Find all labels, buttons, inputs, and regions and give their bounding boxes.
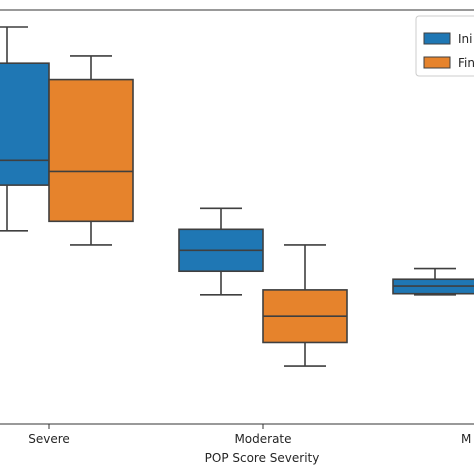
x-axis-label: POP Score Severity	[205, 451, 320, 465]
box-ini-moderate	[178, 207, 264, 296]
box-iqr	[0, 62, 50, 186]
x-ticks: Severe Moderate M	[28, 424, 471, 446]
legend-label: Ini	[458, 32, 472, 46]
box-ini-m	[392, 267, 474, 296]
box-fin-severe	[48, 55, 134, 246]
legend-swatch	[423, 56, 451, 69]
legend-swatch	[423, 32, 451, 45]
box-fin-moderate	[262, 244, 348, 367]
x-tick-label: Severe	[28, 432, 70, 446]
boxes-layer	[0, 26, 474, 367]
plot-area	[0, 9, 474, 425]
x-tick-label: M	[461, 432, 471, 446]
box-ini-severe	[0, 26, 50, 232]
x-tick-label: Moderate	[234, 432, 291, 446]
legend-label: Fin	[458, 56, 474, 70]
box-iqr	[48, 78, 134, 223]
legend: Ini Fin	[415, 15, 474, 77]
